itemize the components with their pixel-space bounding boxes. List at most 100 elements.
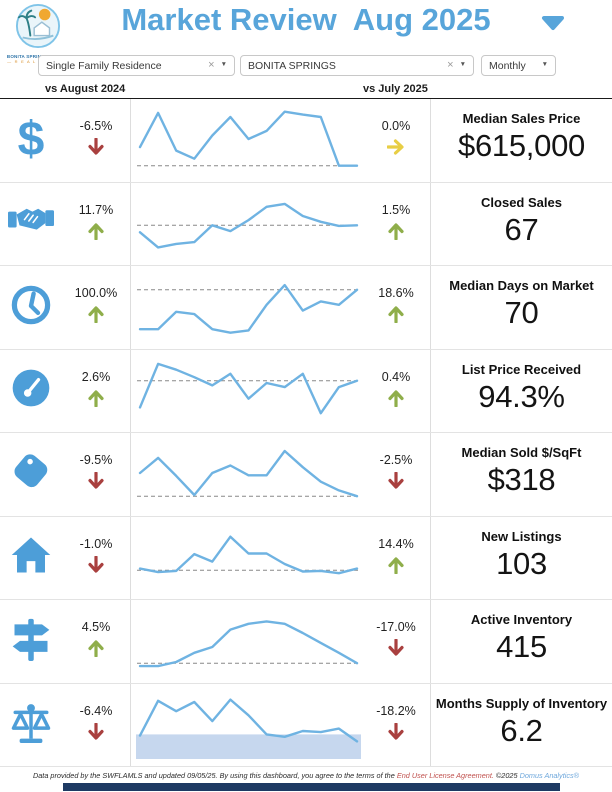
metric-row: -9.5% -2.5% Median Sold $/SqFt $318: [0, 433, 612, 517]
mom-indicator: 1.5%: [362, 183, 430, 266]
sparkline-cell: [130, 433, 362, 516]
yoy-percent: 11.7%: [78, 202, 114, 217]
signpost-icon: [9, 617, 53, 666]
clear-icon[interactable]: ×: [447, 59, 454, 71]
domus-analytics-link[interactable]: Domus Analytics®: [519, 771, 580, 780]
metric-row: 100.0% 18.6% Median Days on Market 70: [0, 266, 612, 350]
metric-title: Median Sales Price: [462, 111, 581, 126]
sparkline-chart: [137, 110, 360, 168]
metrics-table: $ -6.5% 0.0% Median Sales Price $615,000…: [0, 98, 612, 767]
metric-row: -6.4% -18.2% Months Supply of Inventory …: [0, 683, 612, 767]
arrow-down-icon: [387, 471, 405, 495]
metric-icon-cell: $: [0, 99, 62, 182]
clear-icon[interactable]: ×: [208, 59, 215, 71]
sparkline-chart: [137, 620, 360, 668]
chevron-down-icon[interactable]: ▼: [220, 61, 227, 69]
sparkline-chart: [137, 535, 360, 575]
gauge-icon: [11, 368, 51, 413]
location-select[interactable]: BONITA SPRINGS × ▼: [240, 55, 474, 76]
metric-panel: Closed Sales 67: [430, 182, 612, 265]
sparkline-cell: [130, 349, 362, 432]
arrow-up-icon: [387, 556, 405, 579]
arrow-down-icon: [387, 638, 405, 662]
mom-indicator: -18.2%: [362, 684, 430, 767]
clock-icon: [10, 284, 52, 331]
metric-title: Months Supply of Inventory: [435, 695, 608, 711]
mom-column-label: vs July 2025: [363, 83, 428, 95]
month-picker-caret-icon[interactable]: [540, 14, 566, 36]
metric-title: Active Inventory: [470, 612, 573, 627]
yoy-indicator: -6.5%: [62, 99, 130, 182]
arrow-up-icon: [87, 305, 105, 328]
metric-panel: Median Sold $/SqFt $318: [430, 433, 612, 516]
house-icon: [8, 534, 54, 581]
metric-icon-cell: [0, 183, 62, 266]
sparkline-cell: [130, 683, 362, 766]
logo-org-name: BONITA SPRINGS ESTERO: [6, 54, 69, 59]
yoy-indicator: -1.0%: [62, 517, 130, 600]
yoy-percent: 4.5%: [81, 620, 111, 635]
metric-row: 4.5% -17.0% Active Inventory 415: [0, 600, 612, 684]
yoy-indicator: -6.4%: [62, 684, 130, 767]
mom-indicator: 18.6%: [362, 266, 430, 349]
sparkline-cell: [130, 516, 362, 599]
arrow-up-icon: [87, 389, 105, 412]
chevron-down-icon[interactable]: ▼: [459, 61, 466, 69]
yoy-percent: 100.0%: [74, 286, 118, 301]
metric-value: 94.3%: [478, 378, 565, 414]
chevron-down-icon[interactable]: ▼: [541, 61, 548, 69]
yoy-indicator: 11.7%: [62, 183, 130, 266]
arrow-flat-icon: [386, 138, 405, 161]
eula-link[interactable]: End User License Agreement.: [396, 771, 494, 780]
dollar-icon: $: [17, 113, 45, 167]
sparkline-chart: [137, 450, 360, 498]
mom-percent: -18.2%: [376, 703, 416, 718]
metric-panel: List Price Received 94.3%: [430, 349, 612, 432]
arrow-up-icon: [387, 222, 405, 245]
tag-icon: [9, 450, 53, 499]
bottom-accent-bar: [63, 783, 560, 791]
mom-percent: 0.0%: [381, 119, 411, 134]
mom-indicator: 0.0%: [362, 99, 430, 182]
metric-value: $318: [487, 462, 556, 497]
metric-title: New Listings: [481, 528, 562, 544]
sparkline-cell: [130, 266, 362, 349]
mom-percent: 14.4%: [378, 536, 414, 551]
sparkline-cell: [130, 182, 362, 265]
period-value: Monthly: [489, 59, 526, 72]
sparkline-chart: [137, 362, 360, 415]
metric-row: 2.6% 0.4% List Price Received 94.3%: [0, 349, 612, 433]
metric-icon-cell: [0, 266, 62, 349]
mom-percent: -2.5%: [379, 453, 413, 468]
metric-title: Closed Sales: [481, 194, 562, 210]
metric-panel: Months Supply of Inventory 6.2: [430, 683, 612, 766]
yoy-percent: -6.5%: [79, 119, 113, 134]
sparkline-chart: [136, 698, 361, 759]
sparkline-cell: [130, 99, 362, 182]
metric-title: List Price Received: [461, 361, 582, 377]
metric-title: Median Sold $/SqFt: [461, 445, 582, 460]
metric-icon-cell: [0, 517, 62, 600]
metric-icon-cell: [0, 433, 62, 516]
metric-panel: New Listings 103: [430, 516, 612, 599]
yoy-percent: -1.0%: [79, 536, 113, 551]
property-type-select[interactable]: Single Family Residence × ▼: [38, 55, 235, 76]
metric-icon-cell: [0, 350, 62, 433]
metric-value: 103: [496, 545, 547, 581]
page-title: Market Review Aug 2025: [121, 2, 491, 37]
realtors-logo-icon: [15, 3, 61, 49]
metric-panel: Median Days on Market 70: [430, 266, 612, 349]
metric-value: 67: [504, 211, 539, 247]
metric-value: 70: [504, 295, 539, 330]
yoy-percent: 2.6%: [81, 369, 111, 384]
arrow-up-icon: [87, 639, 105, 662]
metric-icon-cell: [0, 600, 62, 683]
scales-icon: [8, 701, 54, 748]
arrow-up-icon: [387, 305, 405, 328]
period-select[interactable]: Monthly ▼: [481, 55, 556, 76]
sparkline-chart: [137, 284, 360, 335]
yoy-percent: -6.4%: [79, 703, 113, 718]
mom-percent: 1.5%: [381, 202, 411, 217]
property-type-value: Single Family Residence: [46, 59, 162, 72]
